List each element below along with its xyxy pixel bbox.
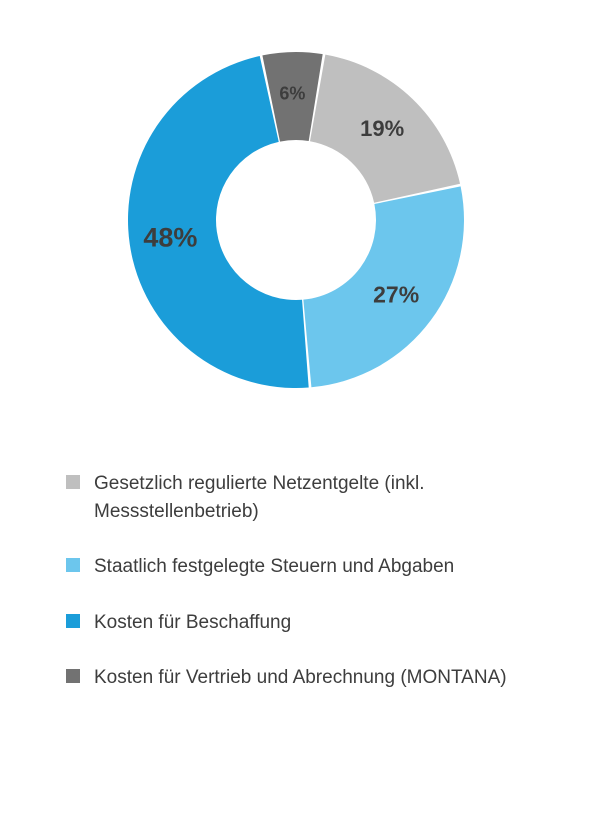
legend-swatch	[66, 614, 80, 628]
legend-item: Kosten für Vertrieb und Abrechnung (MONT…	[66, 664, 546, 692]
legend: Gesetzlich regulierte Netzentgelte (inkl…	[66, 470, 546, 720]
legend-label: Kosten für Vertrieb und Abrechnung (MONT…	[94, 664, 507, 692]
donut-chart: 6% 19% 27% 48%	[0, 0, 591, 440]
donut-slice-label: 19%	[360, 116, 404, 142]
legend-swatch	[66, 475, 80, 489]
legend-label: Gesetzlich regulierte Netzentgelte (inkl…	[94, 470, 546, 525]
legend-label: Staatlich festgelegte Steuern und Abgabe…	[94, 553, 454, 581]
legend-item: Gesetzlich regulierte Netzentgelte (inkl…	[66, 470, 546, 525]
donut-slice-label: 48%	[143, 223, 197, 254]
legend-item: Kosten für Beschaffung	[66, 609, 546, 637]
legend-label: Kosten für Beschaffung	[94, 609, 291, 637]
legend-swatch	[66, 558, 80, 572]
donut-slice-label: 6%	[279, 84, 305, 105]
donut-slice-label: 27%	[373, 282, 419, 309]
legend-swatch	[66, 669, 80, 683]
legend-item: Staatlich festgelegte Steuern und Abgabe…	[66, 553, 546, 581]
